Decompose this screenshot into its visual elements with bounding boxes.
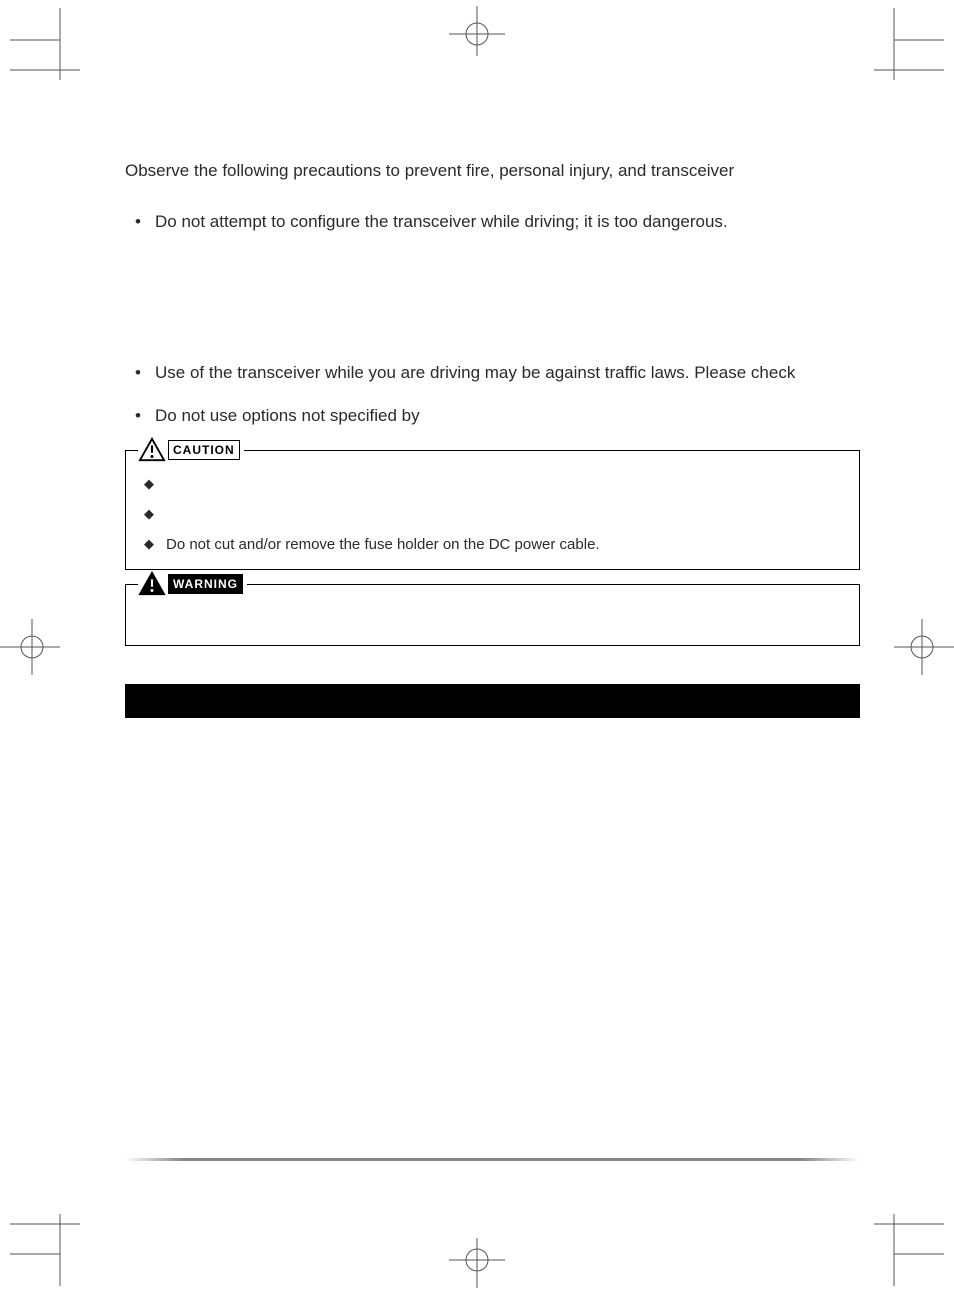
precaution-text: Do not attempt to configure the transcei… [155,212,728,231]
cropmark-top-left [0,0,90,90]
cropmark-bottom-left [0,1204,90,1294]
precaution-item: Do not attempt to configure the transcei… [125,211,860,234]
footer-rule [125,1158,860,1161]
warning-box: WARNING [125,584,860,646]
registration-mark-top [437,6,517,56]
precaution-list: Do not attempt to configure the transcei… [125,211,860,234]
section-divider-bar [125,684,860,718]
precaution-list-2: Use of the transceiver while you are dri… [125,362,860,428]
intro-text: Observe the following precautions to pre… [125,160,860,183]
precaution-text: Do not use options not specified by [155,406,420,425]
cropmark-top-right [864,0,954,90]
caution-label-wrap: CAUTION [138,437,244,463]
warning-icon [138,571,166,597]
caution-item [136,475,849,491]
caution-label: CAUTION [168,440,240,460]
precaution-item: Use of the transceiver while you are dri… [125,362,860,385]
cropmark-bottom-right [864,1204,954,1294]
caution-box: CAUTION Do not cut and/or remove the fus… [125,450,860,570]
precaution-item: Do not use options not specified by [125,405,860,428]
page-content: Observe the following precautions to pre… [125,160,860,718]
caution-icon [138,437,166,463]
caution-list: Do not cut and/or remove the fuse holder… [136,475,849,555]
registration-mark-left [0,617,60,677]
registration-mark-bottom [437,1238,517,1288]
warning-label-wrap: WARNING [138,571,247,597]
caution-item-text: Do not cut and/or remove the fuse holder… [166,536,600,553]
warning-label: WARNING [168,574,243,594]
caution-item: Do not cut and/or remove the fuse holder… [136,535,849,555]
precaution-text: Use of the transceiver while you are dri… [155,363,795,382]
registration-mark-right [894,617,954,677]
caution-item [136,505,849,521]
